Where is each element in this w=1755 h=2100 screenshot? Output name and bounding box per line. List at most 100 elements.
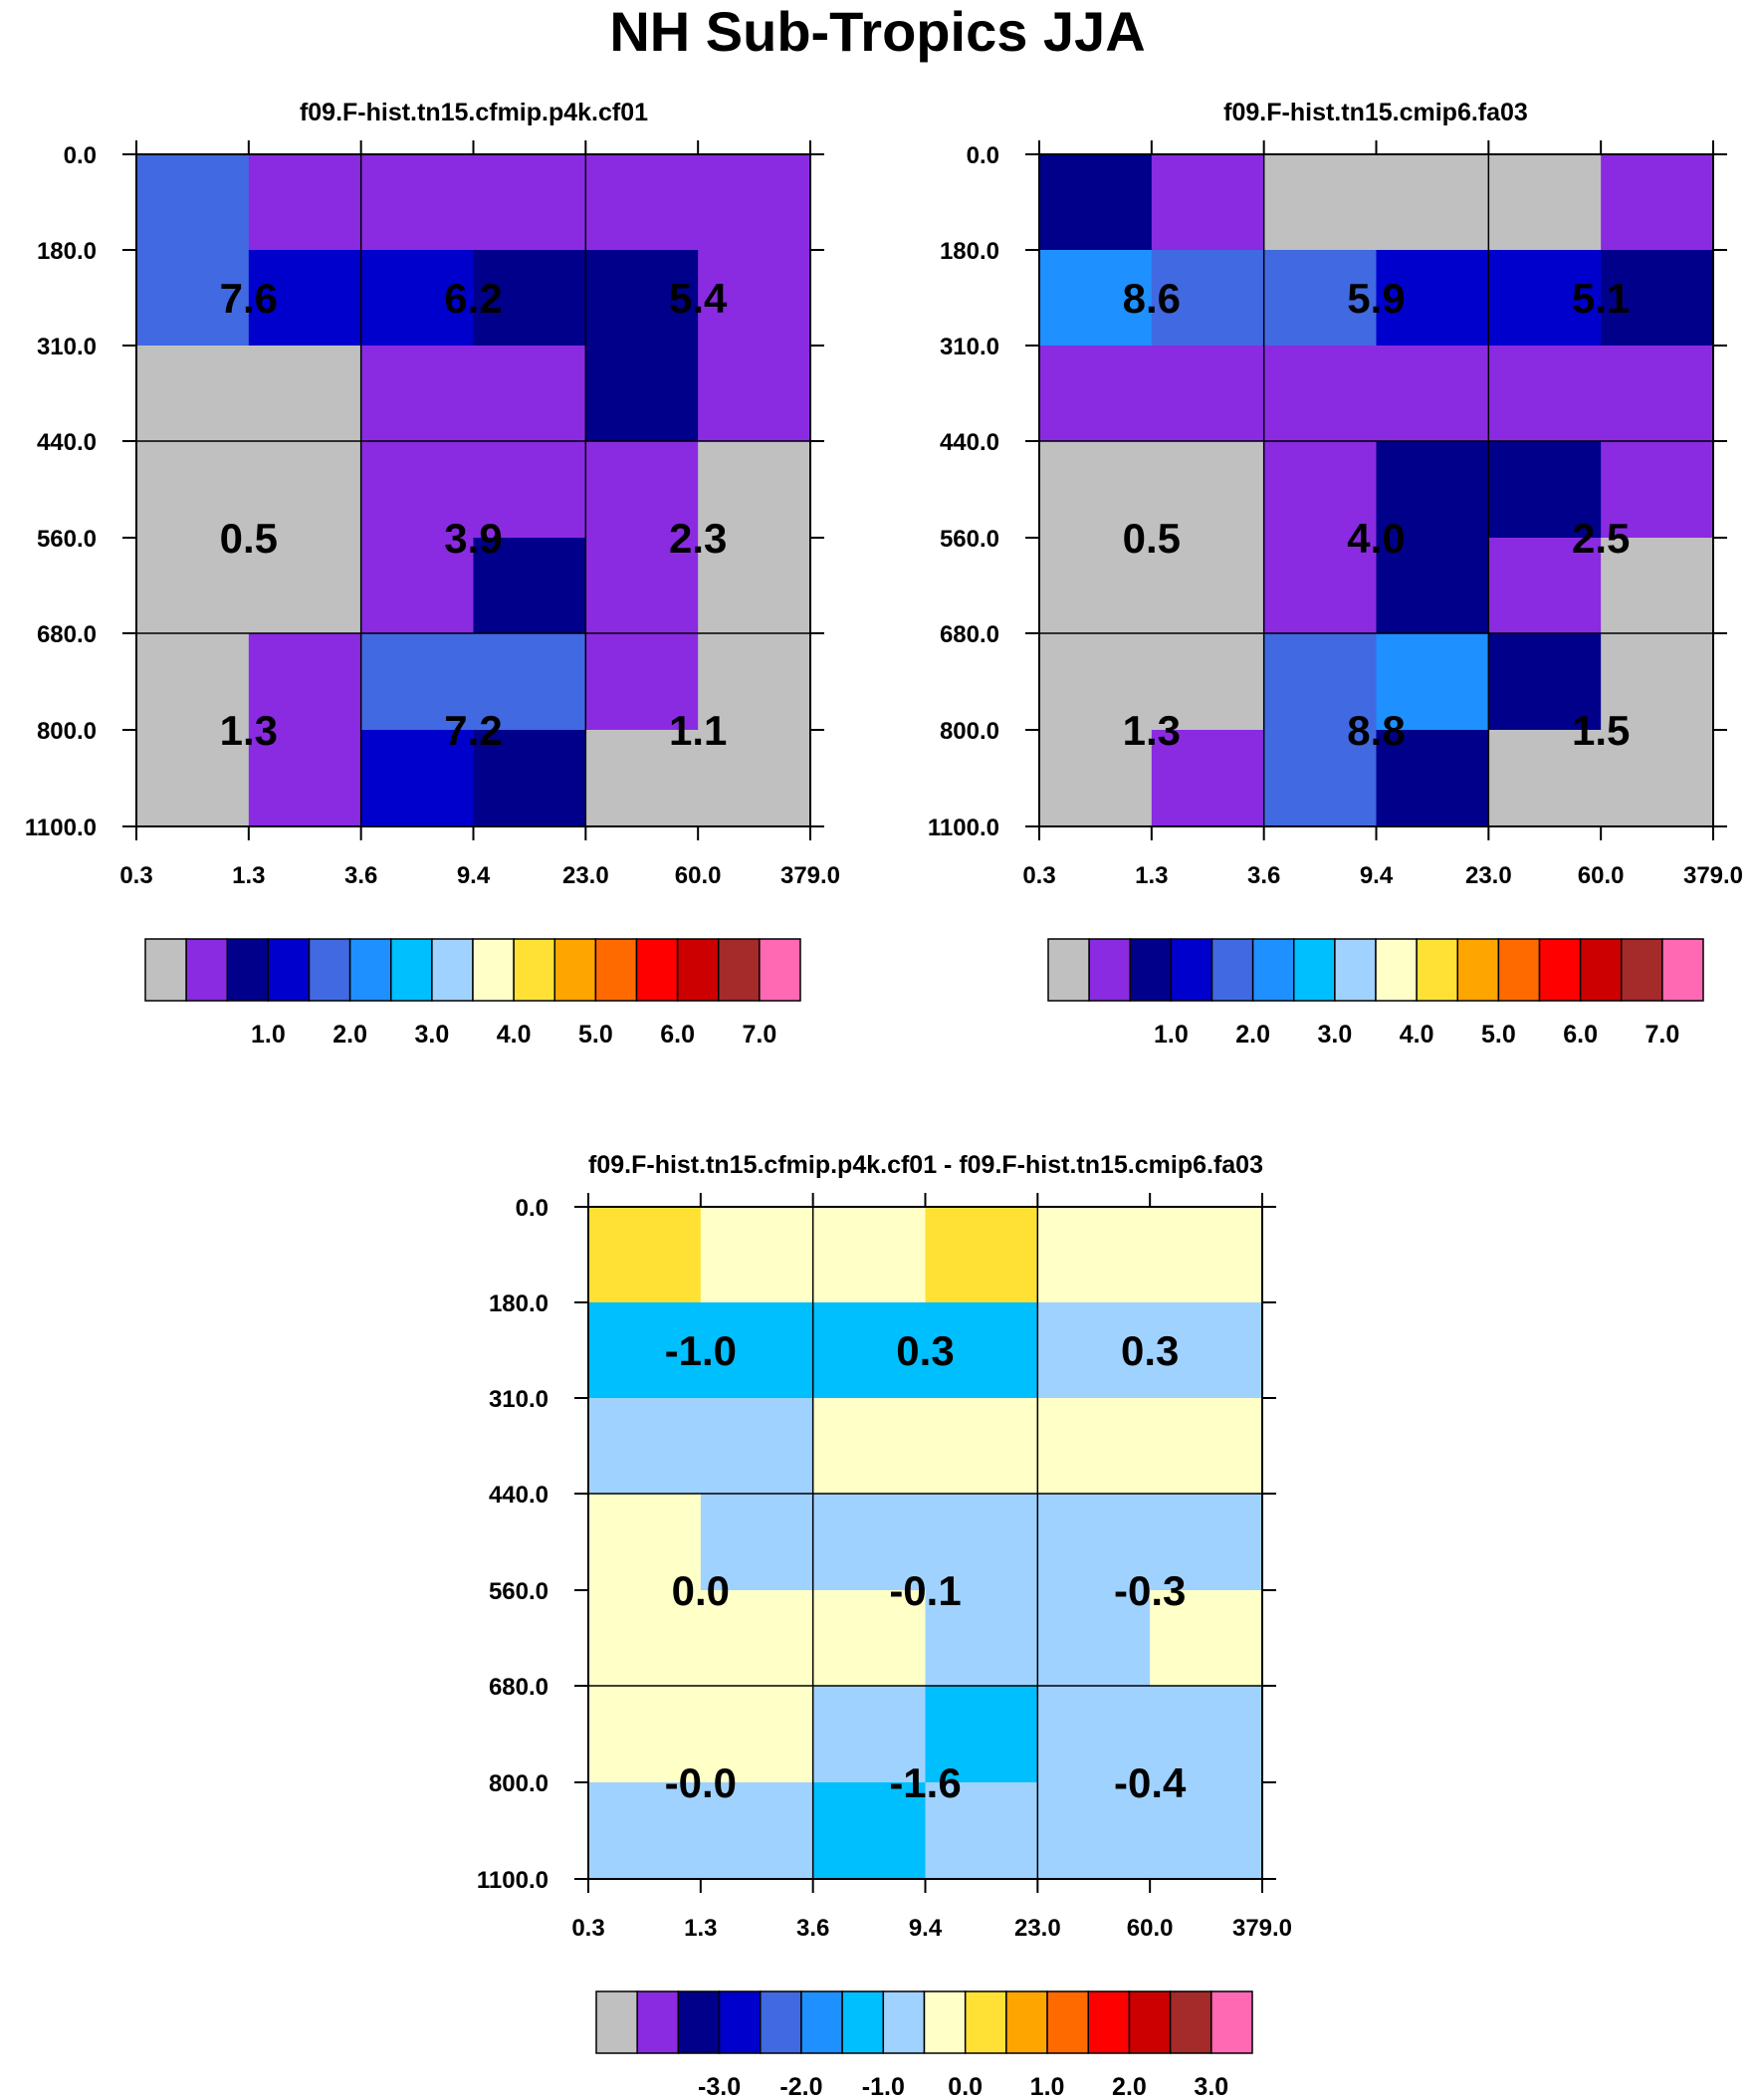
x-tick-label: 1.3 (232, 862, 265, 889)
colorbar-box (185, 938, 228, 1002)
colorbar-box (595, 1990, 638, 2054)
heatmap-cell (925, 1590, 1038, 1687)
heatmap-cell (588, 1782, 702, 1880)
panel-2: f09.F-hist.tn15.cmip6.fa03 0.3 1.3 3.6 9.4 23… (928, 99, 1743, 1049)
colorbar-box (1170, 938, 1213, 1002)
y-tick-label: 1100.0 (928, 815, 999, 841)
heatmap-cell (1488, 346, 1602, 442)
block-value-label: 5.4 (669, 275, 728, 322)
heatmap-cell (1601, 346, 1714, 442)
heatmap-cell (700, 1494, 814, 1591)
y-tick-label: 440.0 (489, 1482, 548, 1509)
colorbar-box (267, 938, 311, 1002)
colorbar-box (1579, 938, 1623, 1002)
heatmap-cell (588, 1494, 702, 1591)
colorbar-label: 3.0 (1317, 1021, 1352, 1049)
colorbar-box (800, 1990, 843, 2054)
heatmap-cell (136, 441, 250, 539)
x-tick-label: 3.6 (1247, 862, 1280, 889)
heatmap-cell (136, 346, 250, 442)
heatmap-cell (1039, 154, 1153, 251)
block-value-label: 1.3 (1123, 707, 1181, 754)
y-tick-label: 800.0 (489, 1770, 548, 1797)
y-tick-label: 310.0 (940, 334, 999, 360)
colorbar-box (144, 938, 187, 1002)
heatmap-cell (248, 154, 362, 251)
heatmap-cell (698, 633, 811, 731)
heatmap-cell (248, 441, 362, 539)
heatmap-cell (1376, 154, 1489, 251)
heatmap-cell (1039, 441, 1153, 539)
heatmap-cell (698, 538, 811, 634)
colorbar-label: -1.0 (862, 2073, 905, 2100)
y-tick-label: 310.0 (37, 334, 97, 360)
colorbar-label: 5.0 (578, 1021, 613, 1049)
heatmap-cell (248, 250, 362, 347)
heatmap-cell (360, 633, 474, 731)
heatmap-cell (1151, 633, 1265, 731)
colorbar-label: 4.0 (1400, 1021, 1434, 1049)
colorbar-box (1087, 1990, 1131, 2054)
x-tick-label: 9.4 (1360, 862, 1394, 889)
heatmap-cell (360, 154, 474, 251)
heatmap-cell (1263, 538, 1377, 634)
heatmap-cell (925, 1398, 1038, 1495)
heatmap-cell (1263, 154, 1377, 251)
heatmap-cell (1151, 538, 1265, 634)
heatmap-cell (1150, 1494, 1263, 1591)
heatmap-cell (1376, 441, 1489, 539)
y-tick-label: 0.0 (516, 1195, 548, 1222)
heatmap-cell (588, 1207, 702, 1303)
heatmap-cell (136, 154, 250, 251)
heatmap-cell (360, 346, 474, 442)
colorbar-box (636, 1990, 680, 2054)
heatmap-cell (925, 1207, 1038, 1303)
colorbar-box (964, 1990, 1007, 2054)
colorbar-box (1251, 938, 1295, 1002)
heatmap-cell (1037, 1207, 1151, 1303)
heatmap-cell (1601, 250, 1714, 347)
block-value-label: 3.9 (444, 515, 502, 562)
colorbar-label: 0.0 (948, 2073, 983, 2100)
colorbar-box (1334, 938, 1377, 1002)
y-tick-label: 0.0 (64, 142, 97, 169)
heatmap-cell (1601, 538, 1714, 634)
x-tick-label: 379.0 (1683, 862, 1743, 889)
colorbar-box (677, 1990, 721, 2054)
heatmap-cell (925, 1494, 1038, 1591)
block-value-label: 5.9 (1347, 275, 1405, 322)
block-value-label: 0.5 (1123, 515, 1181, 562)
colorbar-box (472, 938, 515, 1002)
colorbar-label: 7.0 (1645, 1021, 1679, 1049)
heatmap-cell (473, 346, 586, 442)
heatmap-cell (1150, 1302, 1263, 1399)
heatmap-cell (925, 1686, 1038, 1783)
x-tick-label: 60.0 (1578, 862, 1625, 889)
heatmap-cell (1037, 1590, 1151, 1687)
heatmap-cell (1488, 633, 1602, 731)
y-tick-label: 560.0 (940, 526, 999, 553)
heatmap-cell (700, 1398, 814, 1495)
y-tick-label: 0.0 (967, 142, 999, 169)
block-value-label: 0.3 (1121, 1327, 1179, 1374)
colorbar-box (1375, 938, 1418, 1002)
colorbar-box (1047, 938, 1090, 1002)
block-value-label: 4.0 (1347, 515, 1405, 562)
heatmap-cell (1263, 346, 1377, 442)
heatmap-cell (1150, 1686, 1263, 1783)
heatmap-cell (1376, 346, 1489, 442)
heatmap-cell (585, 250, 699, 347)
heatmap-cell (1488, 154, 1602, 251)
heatmap-cell (812, 1686, 926, 1783)
heatmap-cell (700, 1590, 814, 1687)
heatmap-cell (1151, 730, 1265, 827)
heatmap-cell (1151, 154, 1265, 251)
heatmap-cell (360, 250, 474, 347)
y-tick-label: 800.0 (940, 718, 999, 745)
colorbar-label: 4.0 (497, 1021, 532, 1049)
colorbar-box (1538, 938, 1582, 1002)
heatmap-cell (700, 1686, 814, 1783)
x-tick-label: 0.3 (119, 862, 152, 889)
heatmap-cell (585, 633, 699, 731)
x-tick-label: 1.3 (684, 1915, 717, 1942)
